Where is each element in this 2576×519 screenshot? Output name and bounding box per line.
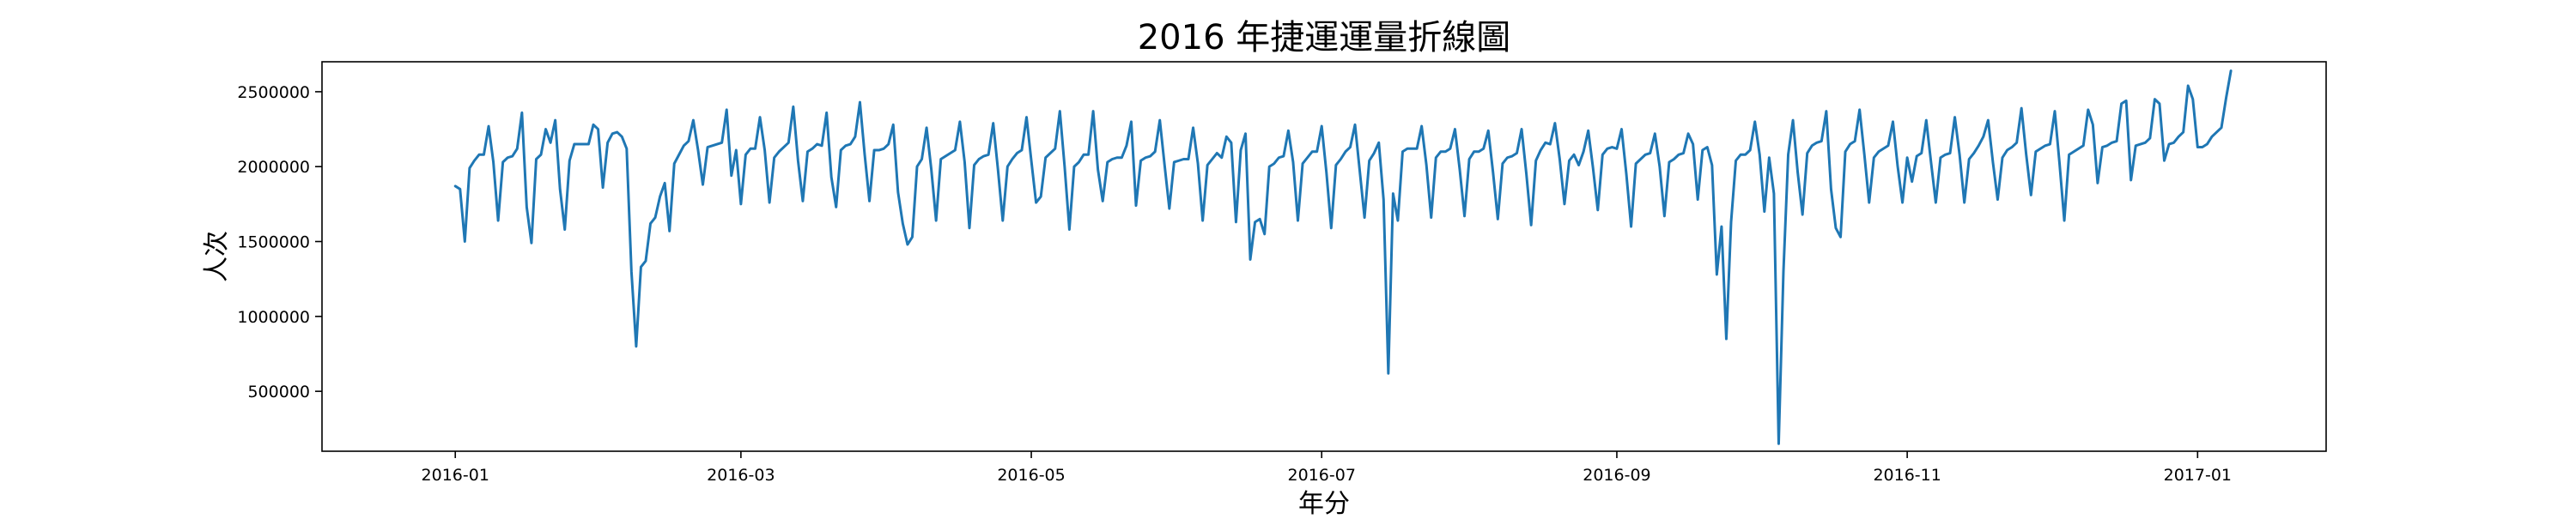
- y-tick-label: 2500000: [237, 83, 310, 102]
- x-tick-label: 2016-09: [1583, 466, 1650, 485]
- x-tick-label: 2016-11: [1873, 466, 1941, 485]
- y-tick-label: 500000: [247, 383, 310, 401]
- x-tick-label: 2016-01: [422, 466, 489, 485]
- y-tick-label: 1000000: [237, 308, 310, 327]
- x-tick-label: 2016-03: [707, 466, 775, 485]
- series-line: [453, 69, 2233, 445]
- x-tick-label: 2017-01: [2164, 466, 2232, 485]
- x-tick-label: 2016-07: [1288, 466, 1356, 485]
- x-tick-label: 2016-05: [997, 466, 1065, 485]
- y-tick-label: 1500000: [237, 233, 310, 252]
- y-axis-label: 人次: [202, 231, 232, 282]
- y-tick-label: 2000000: [237, 158, 310, 177]
- chart-title: 2016 年捷運運量折線圖: [1138, 18, 1511, 57]
- x-axis: 2016-01 2016-03 2016-05 2016-07 2016-09 2016-…: [422, 451, 2232, 485]
- y-axis: 500000 1000000 1500000 2000000 2500000: [237, 83, 322, 401]
- x-axis-label: 年分: [1298, 489, 1350, 515]
- plot-frame: [321, 61, 2327, 452]
